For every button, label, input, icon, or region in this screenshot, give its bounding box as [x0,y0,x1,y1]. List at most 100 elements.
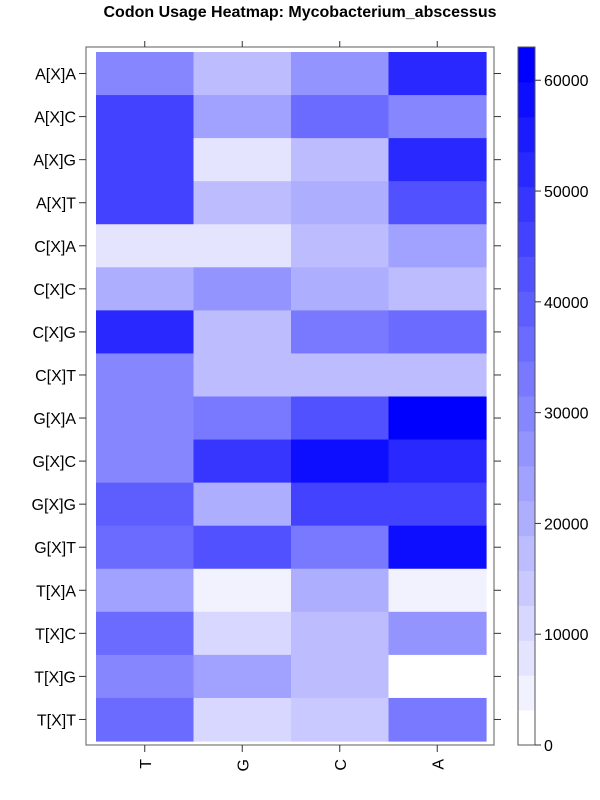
colorbar-segment [518,570,535,606]
heatmap-cell [193,353,292,398]
heatmap-cell [291,568,390,613]
heatmap-cell [96,52,195,96]
heatmap-cell [291,138,390,182]
heatmap-cell [291,224,390,268]
colorbar-segment [518,151,535,188]
heatmap-cell [96,353,195,398]
heatmap-cell [193,396,292,441]
y-tick-label: A[X]G [33,153,76,170]
y-tick-label: C[X]T [35,368,76,385]
colorbar-segment [518,675,535,711]
heatmap-cell [193,568,292,613]
colorbar-segment [518,81,535,118]
y-tick-label: G[X]G [32,497,76,514]
x-tick-label: C [333,759,350,771]
heatmap-cell [388,439,487,484]
y-tick-label: A[X]C [34,110,76,127]
colorbar-segment [518,116,535,153]
y-tick-label: T[X]C [35,626,76,643]
y-tick-label: T[X]A [36,583,76,600]
x-tick-label: T [138,759,155,769]
x-tick-label: G [235,759,252,771]
heatmap-cell [291,697,390,742]
heatmap-cell [96,439,195,484]
heatmap-cell [388,267,487,311]
heatmap-cell [291,396,390,441]
heatmap-cell [291,310,390,355]
y-tick-label: G[X]A [33,411,76,428]
y-tick-label: A[X]A [35,67,76,84]
heatmap-cell [96,568,195,613]
heatmap-cell [96,224,195,268]
heatmap-cell [193,439,292,484]
heatmap-cell [193,525,292,570]
heatmap-cell [388,654,487,699]
heatmap-cell [388,611,487,656]
colorbar-segment [518,326,535,362]
chart-title: Codon Usage Heatmap: Mycobacterium_absce… [103,4,497,21]
heatmap-cell [291,267,390,311]
heatmap-cell [291,482,390,527]
heatmap-cell [388,224,487,268]
heatmap-cell [193,52,292,96]
heatmap-cell [96,396,195,441]
y-tick-label: C[X]A [34,239,76,256]
heatmap-cell [96,697,195,742]
heatmap-cell [388,697,487,742]
colorbar-tick-label: 10000 [544,627,589,644]
heatmap-cell [291,353,390,398]
heatmap-cell [96,310,195,355]
colorbar-segment [518,605,535,641]
heatmap-cell [193,267,292,311]
heatmap-cell [388,181,487,225]
heatmap-cell [291,525,390,570]
heatmap-cell [193,482,292,527]
y-tick-label: T[X]G [34,669,76,686]
heatmap-cell [291,611,390,656]
heatmap-cell [193,138,292,182]
heatmap-cell [388,353,487,398]
colorbar-segment [518,535,535,571]
colorbar-segment [518,640,535,676]
colorbar-segment [518,500,535,537]
heatmap-cell [193,697,292,742]
y-tick-label: C[X]C [33,282,76,299]
colorbar-segment [518,221,535,257]
y-tick-label: G[X]T [34,540,76,557]
heatmap-cell [388,568,487,613]
heatmap-cell [193,224,292,268]
heatmap-cell [291,52,390,96]
heatmap-cell [193,310,292,355]
heatmap-cell [193,611,292,656]
colorbar-segment [518,710,535,746]
heatmap-cell [96,138,195,182]
colorbar-segment [518,256,535,292]
colorbar-segment [518,396,535,432]
heatmap-cell [291,654,390,699]
colorbar-tick-label: 0 [544,738,553,755]
colorbar-segment [518,186,535,222]
colorbar-tick-label: 20000 [544,516,589,533]
plot-frame [85,46,495,746]
colorbar-tick-label: 60000 [544,73,589,90]
heatmap-cell [388,95,487,139]
heatmap-cell [96,525,195,570]
heatmap-cell [96,95,195,139]
heatmap-cell [96,482,195,527]
colorbar-segment [518,291,535,327]
colorbar-tick-label: 50000 [544,184,589,201]
heatmap-cell [388,138,487,182]
colorbar-segment [518,47,535,83]
heatmap-cell [388,396,487,441]
heatmap-cell [291,439,390,484]
heatmap-cell [193,181,292,225]
heatmap-cell [96,654,195,699]
heatmap-cell [96,181,195,225]
y-tick-label: A[X]T [36,196,76,213]
heatmap-cell [388,525,487,570]
heatmap-cell [193,654,292,699]
y-tick-label: T[X]T [37,712,76,729]
colorbar-tick-label: 40000 [544,295,589,312]
